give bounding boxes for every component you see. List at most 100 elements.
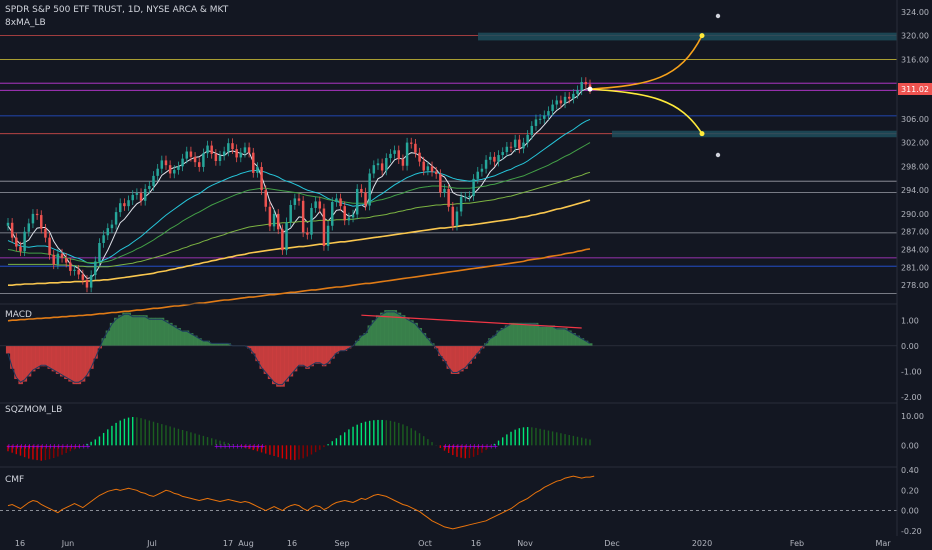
candle-body	[426, 166, 430, 171]
candle-body	[31, 213, 35, 224]
macd-bar	[529, 322, 535, 346]
candle-body	[518, 139, 521, 149]
macd-bar	[105, 330, 111, 346]
candle-body	[156, 168, 159, 176]
macd-bar	[247, 345, 252, 349]
candle-body	[48, 237, 51, 255]
macd-bar	[259, 345, 265, 369]
candle-body	[173, 169, 176, 174]
macd-bar	[434, 345, 439, 349]
candle-body	[148, 185, 151, 189]
candle-body	[326, 225, 330, 246]
candle-body	[335, 198, 338, 202]
sqz-cross: +	[73, 442, 79, 450]
candle-body	[19, 246, 22, 252]
macd-bar	[296, 345, 302, 367]
macd-bar	[479, 345, 485, 349]
candle-body	[15, 237, 18, 247]
study-label[interactable]: 8xMA_LB	[5, 18, 46, 28]
candle-body	[318, 201, 322, 209]
symbol-title[interactable]: SPDR S&P 500 ETF TRUST, 1D, NYSE ARCA & …	[5, 5, 229, 15]
candle-body	[484, 159, 488, 169]
macd-bar	[89, 345, 94, 369]
sqz-cross: +	[447, 442, 453, 450]
time-tick: Mar	[875, 539, 891, 548]
sqz-cross: +	[467, 442, 473, 450]
time-tick: 16	[287, 539, 297, 548]
sqz-cross: +	[48, 442, 54, 450]
time-axis[interactable]: 16 Jun Jul 17 Aug 16 Sep Oct 16 Nov Dec 2020 Feb Mar	[15, 539, 891, 548]
candle-body	[123, 203, 126, 207]
macd-bar	[425, 338, 431, 346]
candle-body	[181, 158, 184, 167]
sqz-cross: +	[23, 442, 29, 450]
time-tick: 16	[15, 539, 25, 548]
candle-body	[214, 153, 218, 162]
macd-line	[7, 311, 591, 386]
ma-line-ma21	[7, 118, 591, 264]
candle-body	[322, 208, 326, 246]
candle-body	[314, 201, 317, 208]
candle-body	[405, 142, 409, 166]
macd-bar	[384, 310, 389, 346]
candle-body	[56, 253, 60, 265]
candle-body	[563, 96, 567, 104]
sqz-tick: 0.00	[901, 441, 919, 450]
candle-body	[397, 150, 401, 160]
candle-body	[401, 159, 405, 166]
candle-body	[380, 163, 384, 171]
macd-bar	[454, 345, 460, 374]
candle-body	[385, 158, 388, 171]
sqz-cross: +	[6, 442, 12, 450]
candle-body	[310, 207, 313, 235]
time-tick: Feb	[790, 539, 804, 548]
macd-bar	[321, 345, 327, 367]
cmf-tick: -0.20	[901, 527, 922, 536]
candle-body	[64, 257, 68, 263]
time-tick: Jul	[146, 539, 157, 548]
macd-bar	[76, 345, 82, 385]
last-price-tag	[898, 82, 932, 95]
macd-label[interactable]: MACD	[5, 310, 32, 320]
macd-bar	[280, 345, 285, 387]
cmf-label[interactable]: CMF	[5, 475, 24, 485]
sqzmom-label[interactable]: SQZMOM_LB	[5, 405, 62, 415]
candle-body	[177, 166, 180, 170]
price-tick: 320.00	[901, 32, 929, 41]
candle-body	[131, 194, 134, 201]
candle-body	[143, 188, 147, 201]
macd-bar	[305, 345, 310, 369]
macd-bar	[134, 315, 140, 346]
macd-bar	[575, 335, 580, 346]
candle-body	[243, 147, 247, 153]
candle-body	[247, 147, 251, 153]
candle-body	[497, 155, 500, 162]
candle-body	[347, 217, 351, 221]
macd-bar	[35, 345, 40, 369]
macd-bar	[317, 345, 323, 364]
candle-body	[197, 162, 201, 167]
sqz-cross: +	[463, 442, 469, 450]
candle-body	[567, 96, 571, 99]
macd-tick: 0.00	[901, 342, 919, 351]
price-axis[interactable]: 324.00 320.00 316.00 311.02 306.00 302.00 298.…	[898, 8, 932, 290]
candle-body	[472, 178, 475, 197]
ma-line-ma55	[8, 171, 591, 268]
macd-bar	[533, 322, 539, 346]
macd-bar	[550, 325, 556, 346]
candle-body	[480, 168, 484, 172]
candle-body	[94, 261, 97, 276]
candle-body	[559, 100, 563, 104]
time-tick: 17	[223, 539, 233, 548]
sqz-cross: +	[492, 442, 498, 450]
sqz-cross: +	[81, 442, 87, 450]
candle-body	[580, 81, 583, 91]
macd-bar	[380, 312, 385, 346]
macd-bar	[43, 345, 48, 367]
macd-bar	[554, 327, 560, 346]
macd-bar	[367, 325, 373, 346]
macd-bar	[255, 345, 260, 362]
macd-bar	[18, 345, 23, 385]
macd-bar	[429, 343, 435, 346]
